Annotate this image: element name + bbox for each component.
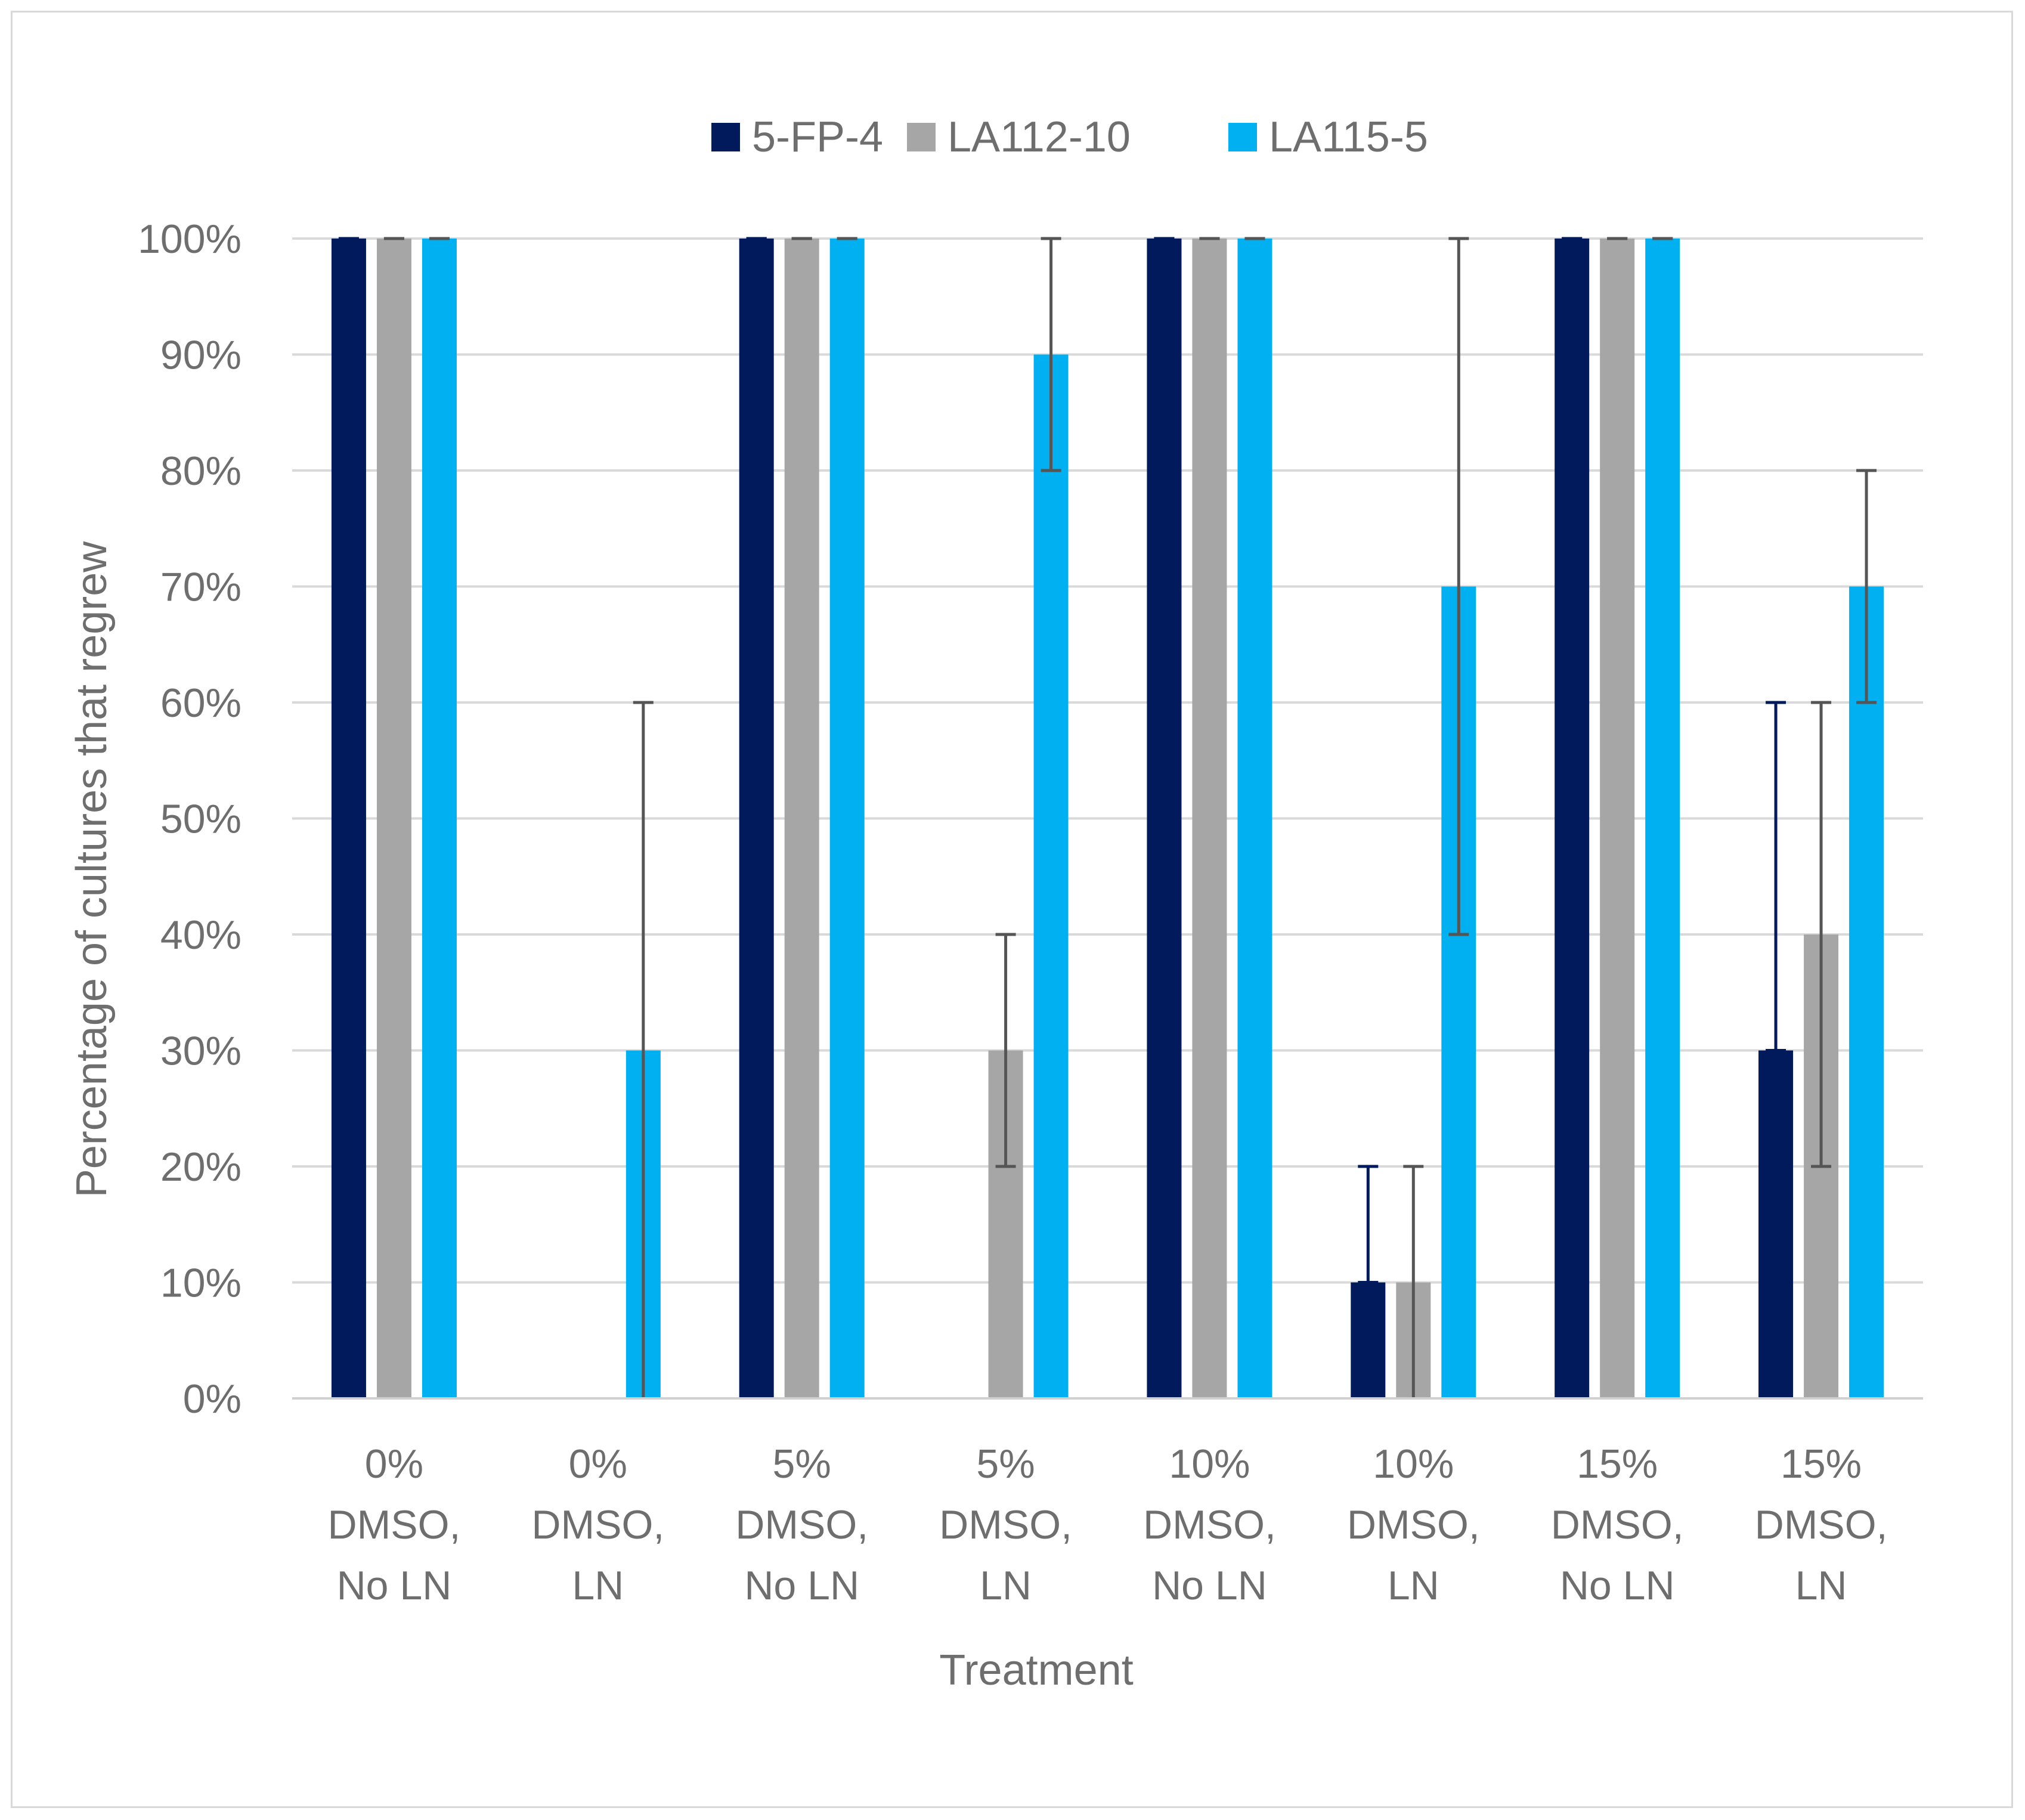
x-tick-label-line: LN xyxy=(1795,1563,1847,1608)
x-tick-label-line: No LN xyxy=(1152,1563,1267,1608)
bar-5-fp-4 xyxy=(1351,1282,1386,1398)
bar-la112-10 xyxy=(1192,239,1227,1398)
x-tick-label: 10% DMSO, No LN xyxy=(1143,1441,1276,1608)
x-tick-label-line: 0% xyxy=(365,1441,423,1487)
x-tick-label-line: DMSO, xyxy=(1755,1502,1888,1547)
bar-la115-5 xyxy=(1849,586,1884,1398)
legend: 5-FP-4 LA112-10 LA115-5 xyxy=(711,113,1428,161)
y-tick-label: 0% xyxy=(183,1376,241,1422)
y-tick-label: 40% xyxy=(160,912,241,958)
x-tick-label-line: No LN xyxy=(337,1563,452,1608)
x-axis-title: Treatment xyxy=(939,1646,1133,1694)
y-tick-label: 90% xyxy=(160,333,241,378)
bar-la115-5 xyxy=(829,239,865,1398)
y-tick-label: 20% xyxy=(160,1144,241,1190)
x-tick-label-line: 10% xyxy=(1169,1441,1250,1487)
bar-series xyxy=(331,239,1884,1398)
y-tick-labels: 0% 10% 20% 30% 40% 50% 60% 70% 80% 90% 100% xyxy=(138,216,241,1422)
error-bar xyxy=(1041,237,1061,472)
y-tick-label: 50% xyxy=(160,797,241,842)
x-tick-label-line: DMSO, xyxy=(327,1502,460,1547)
legend-label: 5-FP-4 xyxy=(752,113,883,161)
error-bar xyxy=(1811,701,1832,1168)
x-tick-label: 5% DMSO, LN xyxy=(939,1441,1072,1608)
x-tick-label: 0% DMSO, LN xyxy=(531,1441,664,1608)
bar-la112-10 xyxy=(376,239,411,1398)
bar-5-fp-4 xyxy=(1758,1050,1794,1398)
x-tick-label-line: LN xyxy=(1388,1563,1439,1608)
x-tick-label: 15% DMSO, LN xyxy=(1755,1441,1888,1608)
legend-swatch xyxy=(711,123,740,151)
x-tick-label-line: DMSO, xyxy=(939,1502,1072,1547)
bar-la115-5 xyxy=(1645,239,1680,1398)
bar-la115-5 xyxy=(422,239,457,1398)
error-bar xyxy=(1358,1165,1379,1284)
x-tick-label-line: LN xyxy=(572,1563,624,1608)
legend-swatch xyxy=(907,123,936,151)
x-tick-label-line: No LN xyxy=(744,1563,859,1608)
error-bar xyxy=(1766,701,1786,1052)
x-tick-labels: 0% DMSO, No LN 0% DMSO, LN 5% DMSO, No LN 5% DMSO,… xyxy=(327,1441,1887,1608)
x-tick-label-line: DMSO, xyxy=(1347,1502,1480,1547)
bar-la112-10 xyxy=(784,239,819,1398)
x-tick-label-line: DMSO, xyxy=(1143,1502,1276,1547)
x-tick-label-line: DMSO, xyxy=(735,1502,868,1547)
error-bar xyxy=(995,933,1016,1168)
x-tick-label-line: 10% xyxy=(1373,1441,1454,1487)
x-tick-label: 0% DMSO, No LN xyxy=(327,1441,460,1608)
error-bar xyxy=(1448,237,1469,936)
x-tick-label-line: 5% xyxy=(976,1441,1035,1487)
x-tick-label: 5% DMSO, No LN xyxy=(735,1441,868,1608)
error-bar xyxy=(1856,469,1877,704)
bar-la115-5 xyxy=(1237,239,1272,1398)
error-bar xyxy=(633,701,654,1398)
bar-5-fp-4 xyxy=(1147,239,1182,1398)
y-tick-label: 100% xyxy=(138,216,241,262)
bar-5-fp-4 xyxy=(739,239,774,1398)
x-tick-label-line: DMSO, xyxy=(531,1502,664,1547)
x-tick-label-line: DMSO, xyxy=(1551,1502,1684,1547)
legend-swatch xyxy=(1228,123,1257,151)
x-tick-label-line: LN xyxy=(980,1563,1032,1608)
y-tick-label: 60% xyxy=(160,680,241,726)
y-axis-title: Percentage of cultures that regrew xyxy=(68,541,116,1198)
bar-5-fp-4 xyxy=(1555,239,1590,1398)
legend-label: LA112-10 xyxy=(948,113,1131,161)
y-tick-label: 80% xyxy=(160,448,241,494)
error-bars xyxy=(338,237,1877,1398)
x-tick-label: 15% DMSO, No LN xyxy=(1551,1441,1684,1608)
bar-5-fp-4 xyxy=(331,239,366,1398)
x-tick-label-line: 15% xyxy=(1781,1441,1862,1487)
x-tick-label-line: 5% xyxy=(773,1441,831,1487)
x-tick-label-line: 15% xyxy=(1577,1441,1658,1487)
y-tick-label: 10% xyxy=(160,1261,241,1306)
x-tick-label-line: 0% xyxy=(569,1441,627,1487)
x-tick-label: 10% DMSO, LN xyxy=(1347,1441,1480,1608)
bar-la112-10 xyxy=(1600,239,1635,1398)
bar-la115-5 xyxy=(1033,354,1069,1398)
y-tick-label: 30% xyxy=(160,1029,241,1074)
x-tick-label-line: No LN xyxy=(1560,1563,1675,1608)
legend-label: LA115-5 xyxy=(1269,113,1428,161)
y-tick-label: 70% xyxy=(160,565,241,610)
error-bar xyxy=(1403,1165,1424,1398)
